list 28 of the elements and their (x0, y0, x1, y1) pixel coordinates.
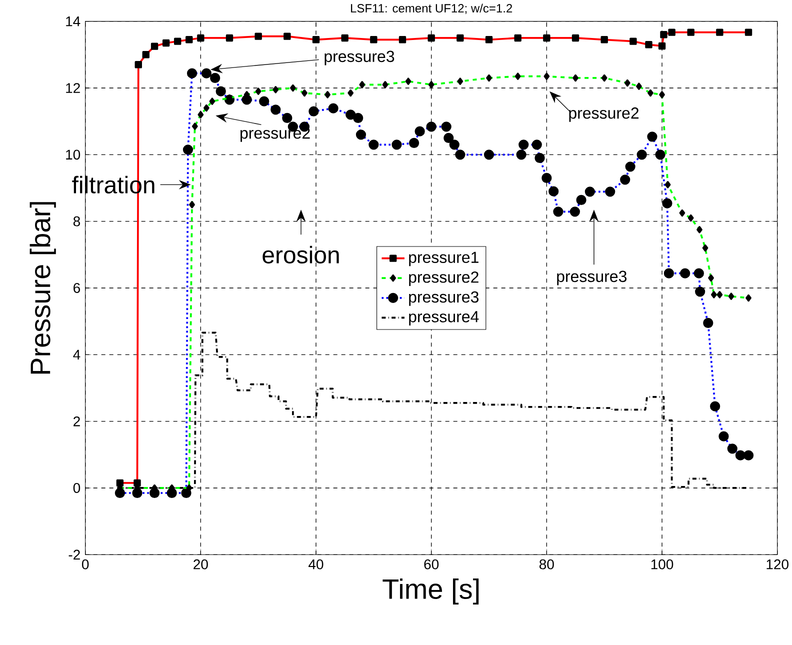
x-tick-label: 100 (651, 559, 674, 570)
y-tick-label: 0 (73, 482, 80, 493)
x-tick-label: 120 (766, 559, 788, 570)
annotation: pressure2 (240, 127, 310, 142)
y-axis-title: Pressure [bar] (30, 202, 56, 374)
chart-title: LSF11: cement UF12; w/c=1.2 (351, 4, 512, 14)
legend-label: pressure4 (409, 311, 479, 326)
annotation: pressure3 (324, 50, 394, 66)
annotation: erosion (262, 246, 339, 264)
legend-label: pressure2 (409, 271, 478, 286)
x-tick-label: 0 (82, 559, 89, 570)
x-tick-label: 60 (424, 559, 439, 570)
y-tick-label: -2 (68, 550, 80, 560)
annotation: pressure2 (569, 107, 639, 122)
legend-label: pressure3 (409, 291, 479, 306)
y-tick-label: 8 (73, 216, 80, 226)
y-tick-label: 2 (74, 416, 80, 426)
x-tick-label: 80 (539, 559, 554, 570)
y-tick-label: 4 (73, 350, 80, 360)
y-tick-label: 10 (66, 150, 80, 160)
x-axis-title: Time [s] (382, 578, 479, 604)
y-tick-label: 12 (66, 82, 80, 93)
x-tick-label: 20 (194, 559, 208, 570)
legend-label: pressure1 (409, 252, 478, 266)
y-tick-label: 14 (66, 16, 80, 26)
annotation: pressure3 (557, 270, 627, 286)
y-tick-label: 6 (74, 282, 80, 293)
x-tick-label: 40 (308, 559, 324, 570)
